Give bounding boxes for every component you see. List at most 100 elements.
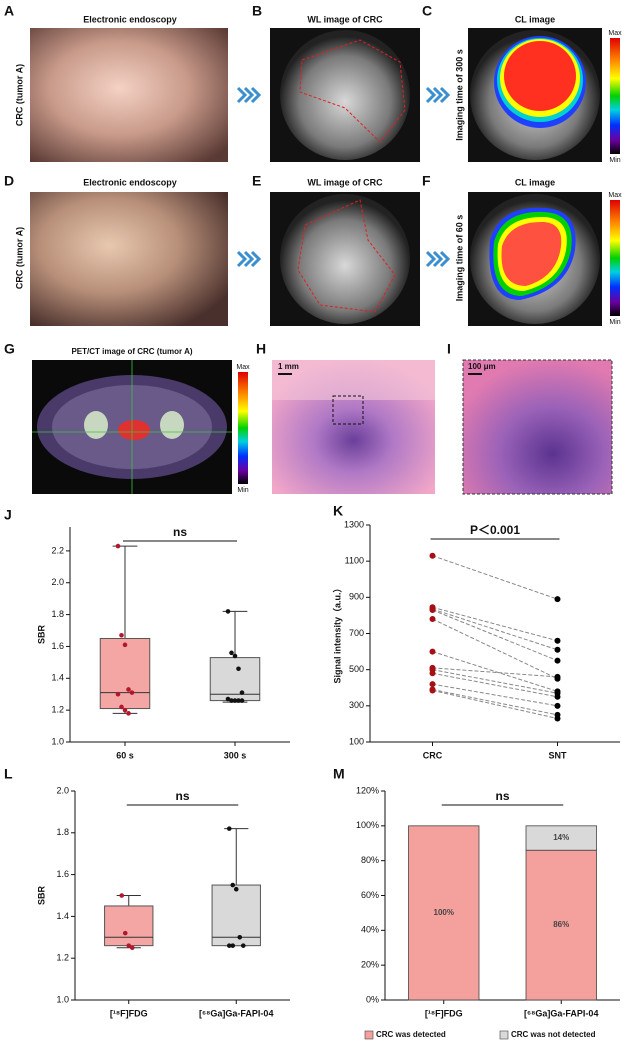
legend-swatch — [499, 1030, 509, 1040]
y-tick-label: 120% — [356, 785, 379, 795]
data-point — [240, 943, 246, 948]
y-tick-label: 500 — [349, 664, 364, 674]
x-tick-label: [⁶⁸Ga]Ga-FAPI-04 — [199, 1008, 273, 1018]
arrow — [425, 86, 451, 104]
colorbar-label: Max — [608, 30, 622, 37]
data-point — [232, 653, 238, 659]
data-point — [229, 650, 234, 656]
legend-label: CRC was not detected — [511, 1030, 596, 1039]
arrow — [425, 250, 451, 268]
data-point — [554, 596, 561, 603]
box — [211, 884, 261, 947]
annotation: ns — [495, 789, 509, 803]
y-axis-label: SBR — [36, 886, 46, 906]
data-point — [236, 698, 241, 703]
bone — [160, 411, 184, 439]
y-tick-label: 1100 — [345, 556, 364, 566]
scale-bar-label: 1 mm — [278, 362, 299, 371]
y-tick-label: 100% — [356, 820, 379, 830]
data-point — [429, 670, 436, 677]
pair-line — [432, 606, 558, 642]
bar-segment — [525, 849, 597, 1001]
panel-letter: J — [4, 507, 12, 523]
zoom-box — [332, 395, 364, 425]
y-tick-label: 1.8 — [56, 827, 69, 837]
panel-ylabel: CRC (tumor A) — [14, 64, 24, 126]
scale-bar-label: 100 μm — [468, 362, 496, 371]
y-tick-label: 2.0 — [51, 577, 64, 587]
wl-field — [280, 30, 410, 160]
y-tick-label: 1.6 — [56, 869, 69, 879]
data-point — [429, 648, 436, 655]
data-point — [119, 632, 124, 638]
panel-title: Electronic endoscopy — [83, 177, 177, 187]
data-point — [236, 666, 241, 672]
box — [104, 905, 154, 947]
wl-field — [280, 194, 410, 324]
tissue — [272, 360, 435, 400]
data-point — [126, 711, 131, 716]
panel-title: WL image of CRC — [307, 177, 383, 187]
x-tick-label: CRC — [423, 750, 443, 760]
pair-line — [432, 608, 558, 651]
value-label: 100% — [434, 908, 454, 917]
data-point — [122, 707, 128, 713]
pair-line — [432, 672, 558, 698]
histology-image — [462, 359, 613, 495]
data-point — [126, 687, 131, 692]
y-tick-label: 1.6 — [51, 641, 64, 651]
data-point — [554, 702, 561, 709]
pair-line — [432, 555, 558, 600]
panel-letter: I — [447, 341, 451, 357]
y-tick-label: 20% — [361, 960, 379, 970]
y-axis-label: SBR — [36, 625, 46, 645]
data-point — [554, 673, 561, 680]
panel-letter: B — [252, 3, 262, 19]
panel-letter: L — [4, 766, 13, 782]
legend-swatch — [364, 1030, 374, 1040]
data-point — [554, 693, 561, 700]
panel-title: CL image — [515, 177, 555, 187]
legend-label: CRC was detected — [376, 1030, 446, 1039]
panel-letter: M — [333, 766, 345, 782]
colorbar — [610, 38, 620, 154]
box — [99, 637, 151, 710]
y-tick-label: 1300 — [344, 519, 364, 529]
x-tick-label: [¹⁸F]FDG — [425, 1008, 463, 1018]
data-point — [129, 690, 135, 695]
annotation: ns — [173, 525, 187, 539]
colorbar — [238, 372, 248, 484]
colorbar-label: Max — [236, 364, 250, 371]
tumor-outline — [299, 39, 406, 143]
data-point — [233, 886, 239, 892]
y-tick-label: 2.2 — [51, 545, 64, 555]
pair-line — [432, 609, 558, 662]
data-point — [554, 646, 561, 653]
data-point — [129, 945, 135, 951]
panel-ylabel: Imaging time of 60 s — [454, 215, 464, 302]
bar-segment — [525, 825, 597, 851]
panel-letter: D — [4, 173, 14, 189]
data-point — [429, 606, 436, 613]
panel-ylabel: CRC (tumor A) — [14, 227, 24, 289]
data-point — [429, 552, 436, 559]
x-tick-label: 300 s — [224, 750, 247, 760]
endoscopy-image — [30, 192, 228, 326]
annotation: P＜0.001 — [470, 523, 520, 537]
colorbar-label: Min — [237, 487, 248, 494]
panel-title: Electronic endoscopy — [83, 14, 177, 24]
data-point — [554, 637, 561, 644]
y-tick-label: 1.2 — [56, 953, 69, 963]
y-tick-label: 1.4 — [56, 911, 69, 921]
colorbar-label: Max — [608, 192, 622, 199]
pair-line — [432, 689, 558, 719]
y-tick-label: 900 — [349, 592, 364, 602]
x-tick-label: [¹⁸F]FDG — [110, 1008, 148, 1018]
data-point — [229, 698, 234, 703]
data-point — [429, 616, 436, 623]
colorbar-label: Min — [609, 319, 620, 326]
value-label: 14% — [553, 833, 569, 842]
data-point — [225, 609, 231, 614]
data-point — [239, 690, 245, 695]
